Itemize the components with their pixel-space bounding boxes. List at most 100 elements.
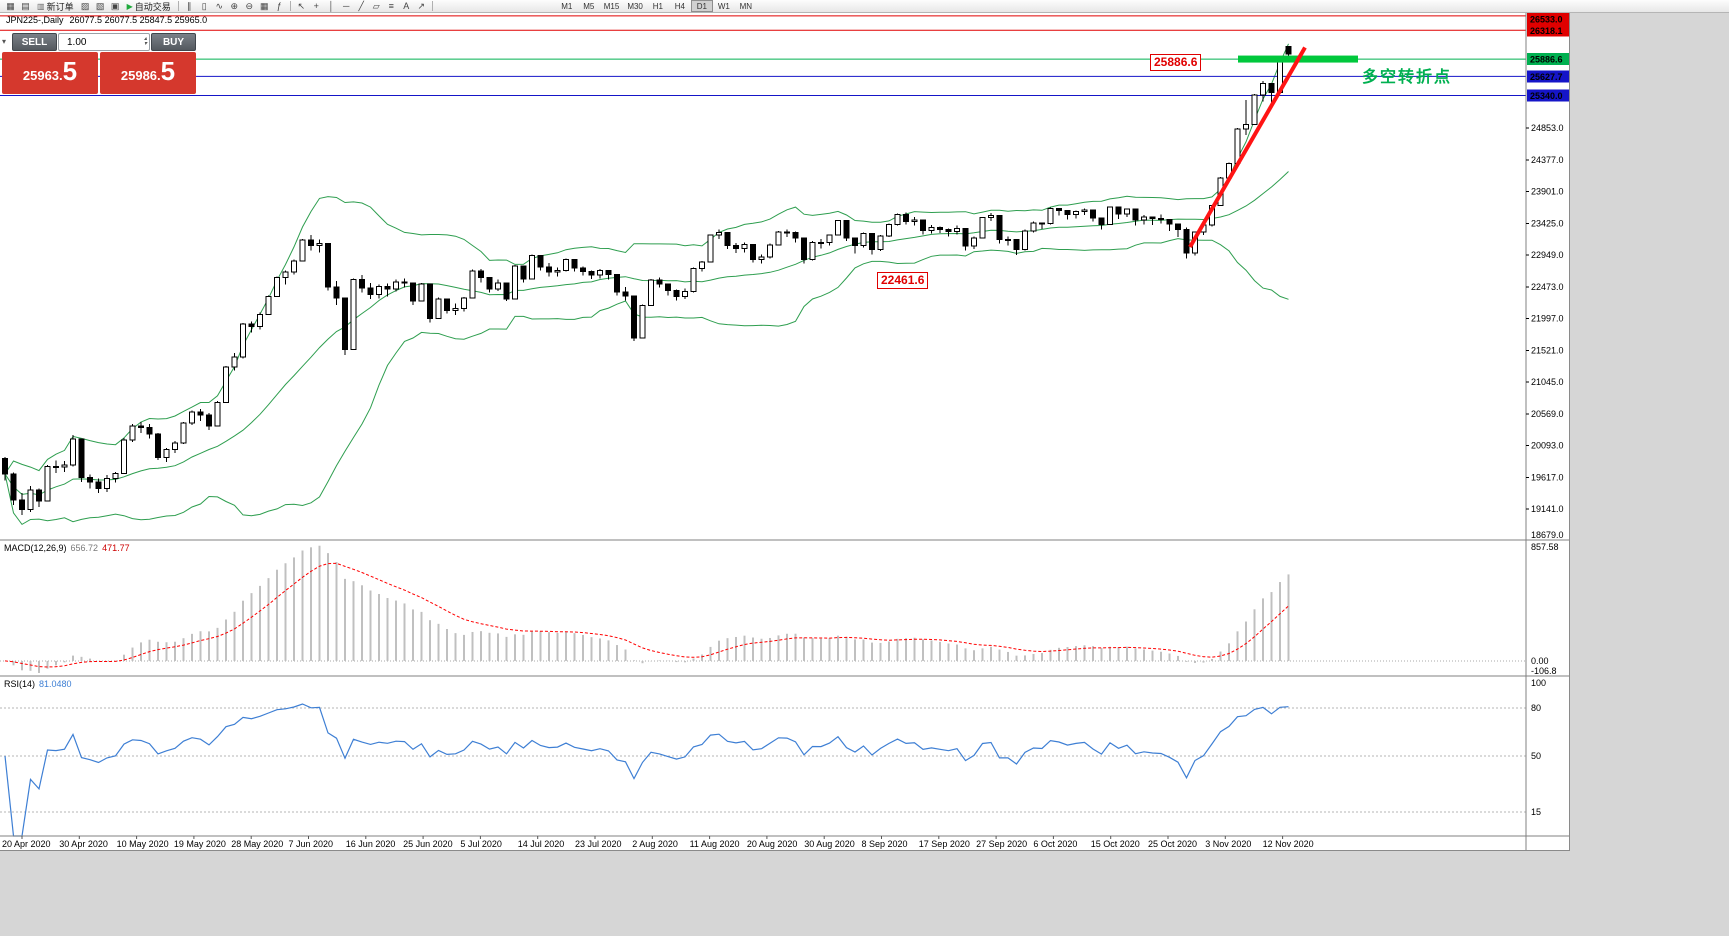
date-label: 25 Oct 2020 <box>1148 839 1197 849</box>
line-chart-icon[interactable]: ∿ <box>212 0 227 12</box>
candlestick-chart-icon[interactable]: ▯ <box>197 0 212 12</box>
candle <box>852 237 858 254</box>
candle <box>376 284 382 299</box>
horizontal-line-icon[interactable]: ─ <box>339 0 354 12</box>
market-watch-icon[interactable]: ▨ <box>78 0 93 12</box>
timeframe-h4-button[interactable]: H4 <box>669 0 691 12</box>
timeframe-h1-button[interactable]: H1 <box>647 0 669 12</box>
candle <box>44 465 51 502</box>
support-annotation[interactable]: 22461.6 <box>877 271 929 289</box>
candle <box>869 232 875 255</box>
candle <box>418 283 425 302</box>
candle <box>461 297 467 312</box>
candle <box>733 243 739 254</box>
candle <box>1175 223 1181 237</box>
resistance-annotation[interactable]: 25886.6 <box>1150 54 1202 72</box>
candle <box>1251 94 1258 125</box>
sell-button[interactable]: SELL <box>12 33 57 51</box>
crosshair-icon[interactable]: + <box>309 0 324 12</box>
vertical-line-icon[interactable]: │ <box>324 0 339 12</box>
tile-windows-icon[interactable]: ▦ <box>257 0 272 12</box>
candle <box>554 267 561 277</box>
zoom-out-icon[interactable]: ⊖ <box>242 0 257 12</box>
new-order-button-icon: ▥ <box>37 1 45 11</box>
candle <box>19 493 25 516</box>
candle <box>1098 217 1105 230</box>
candle <box>503 282 510 302</box>
candle <box>350 278 357 351</box>
candle <box>478 269 484 283</box>
navigator-icon[interactable]: ▧ <box>93 0 108 12</box>
candle <box>316 239 323 253</box>
ask-main: 25986. <box>120 68 161 83</box>
candle <box>860 232 867 248</box>
buy-button[interactable]: BUY <box>151 33 196 51</box>
candle <box>282 270 289 285</box>
collapse-panel-icon[interactable]: ▾ <box>2 37 7 46</box>
rsi-name: RSI(14) <box>4 679 36 689</box>
svg-text:26533.0: 26533.0 <box>1530 15 1563 25</box>
bid-price[interactable]: 25963. 5 <box>2 52 98 94</box>
level-lines[interactable] <box>0 15 1526 97</box>
candle <box>1030 221 1037 233</box>
bollinger-bands <box>4 43 1289 526</box>
new-order-button[interactable]: ▥ 新订单 <box>33 0 78 12</box>
candle <box>206 413 212 430</box>
new-chart-icon[interactable]: ▦ <box>3 0 18 12</box>
cursor-icon[interactable]: ↖ <box>294 0 309 12</box>
volume-down-icon[interactable]: ▾ <box>143 41 147 47</box>
date-label: 15 Oct 2020 <box>1091 839 1140 849</box>
timeframe-mn-button[interactable]: MN <box>735 0 757 12</box>
candle <box>801 237 807 264</box>
zoom-in-icon[interactable]: ⊕ <box>227 0 242 12</box>
timeframe-m5-button[interactable]: M5 <box>578 0 600 12</box>
candle <box>605 270 612 280</box>
candle <box>886 223 892 237</box>
volume-up-icon[interactable]: ▴ <box>143 36 147 42</box>
chart-profiles-icon[interactable]: ▤ <box>18 0 33 12</box>
timeframe-w1-button[interactable]: W1 <box>713 0 735 12</box>
price-level-label[interactable]: 25627.7 <box>1527 70 1569 83</box>
candle <box>1132 208 1139 226</box>
price-level-label[interactable]: 26533.0 <box>1527 13 1569 25</box>
channel-icon[interactable]: ▱ <box>369 0 384 12</box>
date-label: 17 Sep 2020 <box>919 839 970 849</box>
trendline-icon[interactable]: ╱ <box>354 0 369 12</box>
chart-canvas[interactable]: 24853.0 24377.0 23901.0 23425.0 22949.0 22473… <box>0 13 1570 851</box>
candle <box>920 219 926 235</box>
price-level-label[interactable]: 26318.1 <box>1527 24 1569 37</box>
timeframe-m15-button[interactable]: M15 <box>600 0 624 12</box>
candle <box>826 234 833 246</box>
candle <box>588 270 595 280</box>
price-level-label[interactable]: 25886.6 <box>1527 53 1569 66</box>
candle <box>792 231 799 243</box>
candle <box>61 461 68 472</box>
terminal-icon[interactable]: ▣ <box>108 0 123 12</box>
trend-line[interactable] <box>1188 46 1307 249</box>
candle <box>495 279 501 292</box>
timeframe-d1-button[interactable]: D1 <box>690 0 713 12</box>
candle <box>1183 227 1190 259</box>
turning-point-label[interactable]: 多空转折点 <box>1362 69 1453 87</box>
candle <box>333 281 340 306</box>
date-label: 20 Aug 2020 <box>747 839 798 849</box>
price-level-label[interactable]: 25340.0 <box>1527 89 1569 102</box>
timeframe-m30-button[interactable]: M30 <box>623 0 647 12</box>
candle <box>240 323 246 359</box>
bar-chart-icon[interactable]: ∥ <box>182 0 197 12</box>
candle <box>945 228 952 237</box>
text-label-icon[interactable]: A <box>399 0 414 12</box>
indicators-icon[interactable]: ƒ <box>272 0 287 12</box>
price-tick-label: 22949.0 <box>1531 250 1564 260</box>
macd-pane <box>0 545 1526 673</box>
candle <box>1005 236 1011 246</box>
volume-field[interactable]: 1.00 ▴ ▾ <box>58 33 150 51</box>
volume-spinner[interactable]: ▴ ▾ <box>143 36 147 47</box>
autotrading-button[interactable]: ▶ 自动交易 <box>123 0 175 12</box>
timeframe-m1-button[interactable]: M1 <box>556 0 578 12</box>
fibonacci-icon[interactable]: ≡ <box>384 0 399 12</box>
arrow-objects-icon[interactable]: ↗ <box>414 0 429 12</box>
ask-price[interactable]: 25986. 5 <box>100 52 196 94</box>
candle <box>665 283 671 296</box>
